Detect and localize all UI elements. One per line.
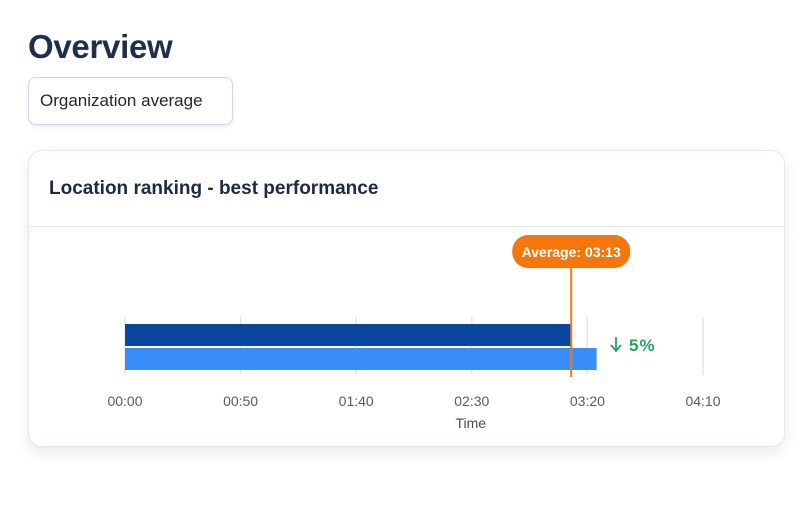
bar-1 [125, 324, 572, 346]
delta-label: 5% [629, 336, 656, 355]
arrow-down-head [610, 344, 622, 353]
x-tick-label: 04:10 [685, 393, 720, 409]
x-tick-label: 00:00 [107, 393, 142, 409]
location-ranking-chart: 00:00 00:50 01:40 02:30 03:20 04:10 Time Averag… [107, 235, 721, 431]
average-label: Average: 03:13 [522, 244, 621, 260]
x-tick-label: 00:50 [223, 393, 258, 409]
card-header: Location ranking - best performance [29, 151, 784, 227]
organization-average-button[interactable]: Organization average [28, 77, 233, 125]
bar-2 [125, 348, 597, 370]
x-tick-label: 03:20 [570, 393, 605, 409]
page-title: Overview [28, 28, 173, 65]
card-title: Location ranking - best performance [49, 178, 379, 199]
x-axis-title: Time [456, 415, 487, 431]
location-ranking-card: Location ranking - best performance 00:0… [28, 150, 785, 447]
x-tick-label: 01:40 [339, 393, 374, 409]
average-badge [512, 235, 631, 268]
x-tick-label: 02:30 [454, 393, 489, 409]
